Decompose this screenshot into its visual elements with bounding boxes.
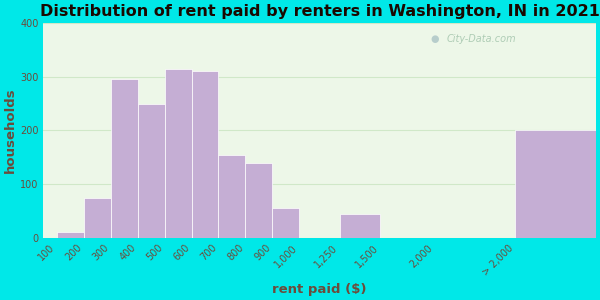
Bar	[218, 154, 245, 238]
Text: ●: ●	[430, 34, 439, 44]
Text: City-Data.com: City-Data.com	[446, 34, 516, 44]
X-axis label: rent paid ($): rent paid ($)	[272, 283, 367, 296]
Title: Distribution of rent paid by renters in Washington, IN in 2021: Distribution of rent paid by renters in …	[40, 4, 599, 19]
Bar	[515, 130, 596, 238]
Bar	[57, 232, 84, 238]
Bar	[272, 208, 299, 238]
Bar	[340, 214, 380, 238]
Y-axis label: households: households	[4, 88, 17, 173]
Bar	[191, 71, 218, 238]
Bar	[84, 197, 110, 238]
Bar	[110, 80, 137, 238]
Bar	[164, 69, 191, 238]
Bar	[137, 103, 164, 238]
Bar	[245, 163, 272, 238]
